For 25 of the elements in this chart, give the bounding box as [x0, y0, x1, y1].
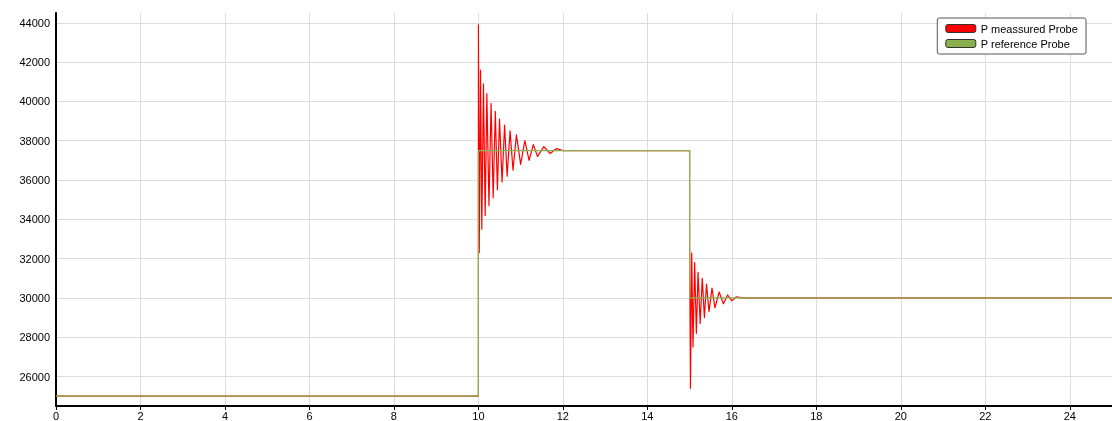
- x-tick-label: 4: [221, 409, 229, 421]
- y-tick-label: 42000: [19, 56, 50, 69]
- legend-label: P meassured Probe: [980, 22, 1078, 35]
- x-tick-label: 6: [306, 409, 313, 421]
- x-tick-label: 24: [1063, 409, 1076, 421]
- y-tick-label: 38000: [19, 134, 50, 147]
- y-tick-label: 34000: [19, 213, 50, 226]
- y-tick-label: 30000: [19, 291, 50, 304]
- x-tick-label: 8: [390, 409, 397, 421]
- x-tick-label: 22: [979, 409, 992, 421]
- x-tick-label: 20: [894, 409, 907, 421]
- x-tick-label: 18: [810, 409, 823, 421]
- y-tick-label: 44000: [19, 16, 50, 29]
- x-tick-label: 2: [137, 409, 144, 421]
- y-tick-label: 36000: [19, 174, 50, 187]
- y-tick-label: 32000: [19, 252, 50, 265]
- y-tick-label: 40000: [19, 95, 50, 108]
- x-tick-label: 12: [556, 409, 570, 421]
- legend-label: P reference Probe: [980, 37, 1070, 50]
- y-tick-label: 26000: [19, 370, 50, 383]
- x-tick-label: 0: [52, 409, 60, 421]
- y-tick-label: 28000: [19, 331, 50, 344]
- x-tick-label: 16: [725, 409, 738, 421]
- x-tick-label: 10: [472, 409, 485, 421]
- x-tick-label: 14: [641, 409, 654, 421]
